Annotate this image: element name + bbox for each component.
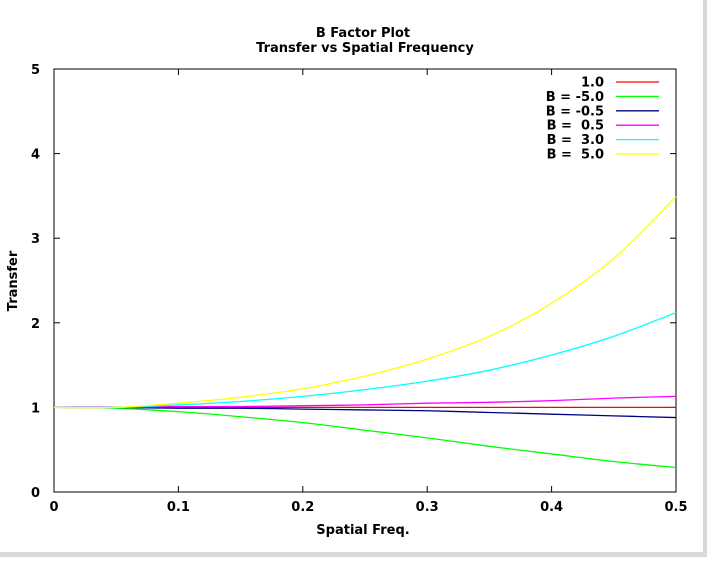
series-line-2 — [53, 406, 677, 419]
chart-title: B Factor Plot — [316, 26, 410, 41]
x-tick-label: 0.1 — [167, 500, 190, 515]
window-edge-right — [703, 0, 707, 557]
legend-label: B = 0.5 — [547, 119, 604, 134]
series-line-3 — [53, 395, 677, 409]
x-tick-label: 0.2 — [291, 500, 314, 515]
y-tick-label: 1 — [31, 401, 40, 416]
axis-ticks: 0 0.1 0.2 0.3 0.4 0.5 0 1 2 3 4 5 — [31, 63, 688, 515]
series-line-4 — [53, 312, 677, 409]
legend: 1.0B = -5.0B = -0.5B = 0.5B = 3.0B = 5.0 — [546, 76, 659, 163]
x-tick-label: 0.5 — [664, 500, 687, 515]
y-tick-label: 0 — [31, 486, 40, 501]
y-tick-label: 3 — [31, 232, 40, 247]
legend-label: B = 5.0 — [547, 148, 604, 163]
x-tick-label: 0.4 — [540, 500, 563, 515]
chart-subtitle: Transfer vs Spatial Frequency — [256, 41, 474, 56]
x-axis-label: Spatial Freq. — [316, 523, 409, 538]
legend-label: B = -5.0 — [546, 90, 604, 105]
y-tick-label: 5 — [31, 63, 40, 78]
y-tick-label: 2 — [31, 317, 40, 332]
y-axis-label: Transfer — [6, 250, 21, 311]
x-tick-label: 0.3 — [416, 500, 439, 515]
window-edge-bottom — [0, 552, 707, 557]
legend-label: 1.0 — [581, 76, 604, 91]
series-lines — [53, 196, 677, 469]
plot-area-border — [53, 68, 677, 493]
y-tick-label: 4 — [31, 148, 40, 163]
legend-label: B = 3.0 — [547, 133, 604, 148]
series-line-5 — [53, 196, 677, 409]
x-tick-label: 0 — [49, 500, 58, 515]
series-line-1 — [53, 406, 677, 469]
legend-label: B = -0.5 — [546, 104, 604, 119]
